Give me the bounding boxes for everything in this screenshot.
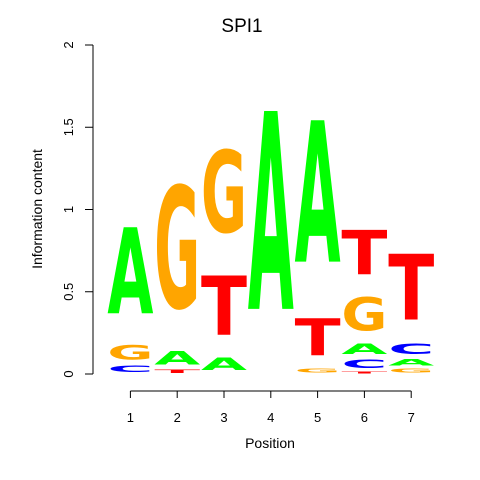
logo-letter-t: T <box>201 259 247 354</box>
logo-letter-a: A <box>341 341 388 357</box>
y-tick-label: 2 <box>61 41 76 48</box>
logo-letter-t: T <box>341 219 387 289</box>
logo-letter-g: G <box>388 368 434 374</box>
logo-letter-a: A <box>154 348 200 369</box>
logo-letter-g: G <box>107 341 153 364</box>
logo-letter-c: C <box>107 364 153 374</box>
y-axis-label: Information content <box>29 149 45 269</box>
logo-letter-a: A <box>295 82 341 308</box>
chart-title: SPI1 <box>221 16 262 37</box>
logo-letter-t: T <box>154 369 201 374</box>
y-tick-label: 1 <box>61 206 76 213</box>
logo-letter-g: G <box>295 368 341 374</box>
logo-letter-c: C <box>341 358 387 371</box>
logo-letter-t: T <box>388 236 434 341</box>
y-tick-label: 1.5 <box>61 118 76 136</box>
x-tick-label: 4 <box>267 410 274 425</box>
x-tick-label: 5 <box>314 410 321 425</box>
logo-letter-a: A <box>248 59 294 374</box>
x-tick-label: 3 <box>220 410 227 425</box>
logo-letter-g: G <box>341 289 387 341</box>
logo-letter-a: A <box>107 204 153 342</box>
x-tick-label: 1 <box>127 410 134 425</box>
logo-letter-g: G <box>201 128 247 258</box>
y-tick-label: 0 <box>61 370 76 377</box>
y-axis: 0 0.5 1 1.5 2 <box>61 41 94 378</box>
logo-letter-a: A <box>201 355 247 375</box>
x-axis-label: Position <box>245 435 295 451</box>
logo-letter-t: T <box>341 371 388 374</box>
logo-letter-g: G <box>154 153 200 347</box>
y-tick-label: 0.5 <box>61 283 76 301</box>
logo-letter-a: A <box>388 358 434 368</box>
x-axis: 1 2 3 4 5 6 7 <box>127 390 415 425</box>
logo-letter-c: C <box>388 341 434 357</box>
x-tick-label: 7 <box>408 410 415 425</box>
x-tick-label: 2 <box>174 410 181 425</box>
x-tick-label: 6 <box>361 410 368 425</box>
logo-letter-t: T <box>295 309 341 368</box>
